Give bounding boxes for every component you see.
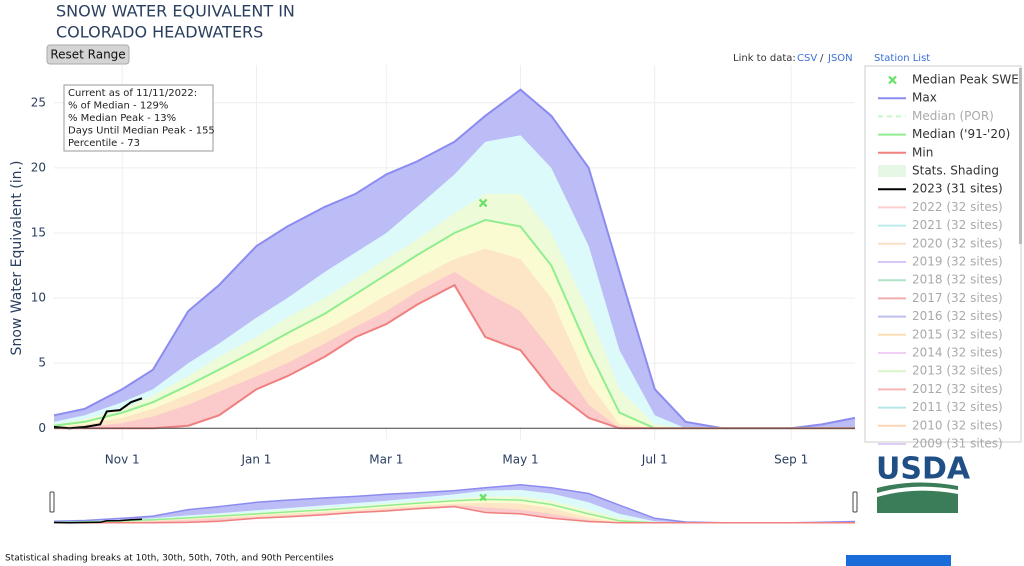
legend-label: 2022 (32 sites) [912, 200, 1003, 214]
legend-label: 2021 (32 sites) [912, 218, 1003, 232]
json-link[interactable]: JSON [827, 53, 853, 64]
series-line [54, 505, 855, 524]
legend-label: Median (POR) [912, 109, 994, 123]
legend-label: 2019 (32 sites) [912, 255, 1003, 269]
slider-handle [49, 491, 55, 513]
help-button[interactable] [846, 555, 951, 566]
legend-label: Median ('91-'20) [912, 127, 1010, 141]
footnote: Statistical shading breaks at 10th, 30th… [5, 554, 334, 564]
annotation-line: % of Median - 129% [68, 101, 168, 112]
x-tick-label: Jan 1 [240, 453, 271, 467]
annotation-box [63, 84, 214, 152]
reset-button-label[interactable]: Reset Range [50, 48, 125, 62]
x-tick-label: Sep 1 [774, 453, 808, 467]
x-tick-label: Nov 1 [105, 453, 140, 467]
reset-button[interactable] [46, 44, 130, 65]
slider-handle [852, 491, 858, 513]
y-tick-label: 10 [31, 291, 46, 305]
legend-label: 2016 (32 sites) [912, 309, 1003, 323]
plot-area: Nov 1 Jan 1 Mar 1 May 1 Jul 1 Sep 1 0 5 10 15 20 25 [31, 65, 856, 467]
legend-label: 2009 (31 sites) [912, 437, 1003, 451]
x-tick-label: Mar 1 [369, 453, 403, 467]
y-tick-label: 0 [38, 421, 46, 435]
legend: Median Peak SWE Max Median (POR) Median ('9… [878, 73, 1019, 451]
logo-shape [877, 482, 958, 513]
annotation-line: % Median Peak - 13% [68, 113, 176, 124]
legend-label: 2010 (32 sites) [912, 418, 1003, 432]
y-tick-label: 5 [38, 356, 46, 370]
legend-box [864, 65, 1022, 443]
legend-label: 2015 (32 sites) [912, 327, 1003, 341]
x-tick-label: May 1 [502, 453, 538, 467]
x-tick-label: Jul 1 [641, 453, 668, 467]
y-tick-label: 15 [31, 225, 46, 239]
station-list-link[interactable]: Station List [874, 53, 930, 64]
y-axis-title: Snow Water Equivalent (in.) [9, 161, 25, 356]
peak-marker [479, 493, 487, 502]
link-label: Link to data: [733, 53, 796, 64]
legend-scrollbar[interactable] [1019, 68, 1022, 244]
legend-label: Max [912, 91, 937, 105]
title-line: COLORADO HEADWATERS [56, 23, 263, 42]
legend-label: 2017 (32 sites) [912, 291, 1003, 305]
min-area [54, 285, 855, 429]
title-line: SNOW WATER EQUIVALENT IN [56, 2, 295, 21]
annotation-line: Current as of 11/11/2022: [68, 88, 197, 99]
legend-label: 2020 (32 sites) [912, 236, 1003, 250]
legend-symbol [888, 75, 897, 85]
range-slider[interactable] [49, 478, 858, 526]
legend-label: 2018 (32 sites) [912, 273, 1003, 287]
annotation-line: Percentile - 73 [68, 138, 140, 149]
legend-label: 2012 (32 sites) [912, 382, 1003, 396]
logo: USDA [876, 452, 971, 487]
legend-symbol [878, 165, 906, 177]
y-tick-label: 20 [31, 160, 46, 174]
series-line [53, 518, 143, 524]
legend-label: 2011 (32 sites) [912, 400, 1003, 414]
annotation-line: Days Until Median Peak - 155 [68, 126, 215, 137]
legend-label: Min [912, 145, 933, 159]
link-separator: / [820, 53, 824, 64]
csv-link[interactable]: CSV [797, 53, 817, 64]
y-tick-label: 25 [31, 95, 46, 109]
legend-label: 2023 (31 sites) [912, 182, 1003, 196]
annotation: Current as of 11/11/2022: % of Median - 1… [68, 88, 215, 149]
peak-marker [478, 198, 488, 208]
legend-label: 2014 (32 sites) [912, 346, 1003, 360]
legend-label: Stats. Shading [912, 164, 999, 178]
legend-label: Median Peak SWE [912, 73, 1019, 87]
legend-label: 2013 (32 sites) [912, 364, 1003, 378]
